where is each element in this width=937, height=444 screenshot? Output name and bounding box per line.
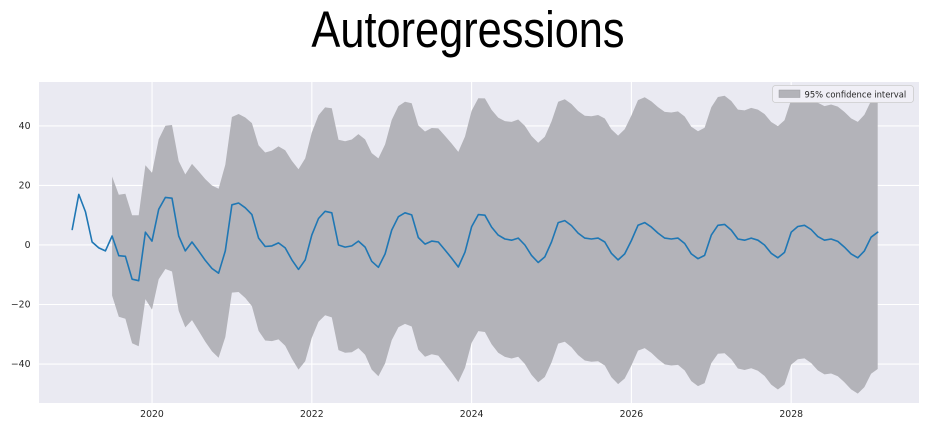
x-tick-2022: 2022 (300, 409, 324, 420)
x-tick-2020: 2020 (140, 409, 164, 420)
legend-ci-swatch (778, 89, 801, 98)
y-axis-labels: 40 20 0 −20 −40 (11, 121, 31, 370)
y-tick-neg20: −20 (11, 300, 31, 311)
legend-box (772, 85, 914, 103)
y-tick-20: 20 (19, 181, 31, 192)
y-tick-0: 0 (25, 240, 31, 251)
y-tick-40: 40 (19, 121, 31, 132)
x-tick-2026: 2026 (620, 409, 644, 420)
legend-label: 95% confidence interval (805, 90, 907, 100)
legend: 95% confidence interval (772, 85, 914, 103)
forecast-line (71, 193, 879, 282)
x-tick-2024: 2024 (460, 409, 484, 420)
chart-title: Autoregressions (311, 2, 624, 59)
x-axis-labels: 2020 2022 2024 2026 2028 (140, 409, 803, 420)
x-tick-2028: 2028 (779, 409, 803, 420)
y-tick-neg40: −40 (11, 359, 31, 370)
confidence-band (112, 92, 878, 394)
